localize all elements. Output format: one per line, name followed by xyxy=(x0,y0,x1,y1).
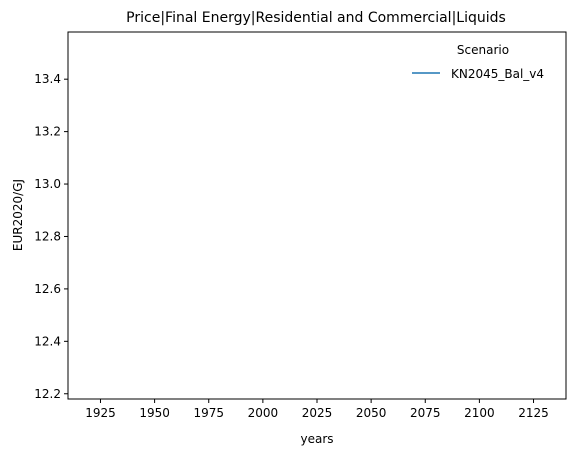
y-tick-label: 12.8 xyxy=(34,229,61,243)
x-tick-label: 2075 xyxy=(410,406,441,420)
y-tick-label: 13.0 xyxy=(34,177,61,191)
y-tick-label: 12.2 xyxy=(34,387,61,401)
x-tick-label: 1975 xyxy=(193,406,224,420)
legend-entry-label: KN2045_Bal_v4 xyxy=(451,67,544,81)
x-tick-label: 2100 xyxy=(464,406,495,420)
x-tick-label: 1925 xyxy=(85,406,116,420)
legend: Scenario KN2045_Bal_v4 xyxy=(412,43,544,81)
x-tick-label: 2000 xyxy=(248,406,279,420)
y-axis-label: EUR2020/GJ xyxy=(11,179,25,251)
plot-area xyxy=(67,31,567,400)
x-tick-label: 2050 xyxy=(356,406,387,420)
x-axis: 1925 1950 1975 2000 2025 2050 2075 2100 2125 xyxy=(85,399,549,420)
x-axis-label: years xyxy=(300,432,333,446)
x-tick-label: 2125 xyxy=(518,406,549,420)
y-tick-label: 13.4 xyxy=(34,72,61,86)
y-tick-label: 12.6 xyxy=(34,282,61,296)
y-tick-label: 13.2 xyxy=(34,125,61,139)
x-tick-label: 1950 xyxy=(139,406,170,420)
legend-title: Scenario xyxy=(457,43,509,57)
x-tick-label: 2025 xyxy=(302,406,333,420)
y-axis: 12.2 12.4 12.6 12.8 13.0 13.2 13.4 xyxy=(34,72,68,401)
chart-title: Price|Final Energy|Residential and Comme… xyxy=(126,10,506,26)
y-tick-label: 12.4 xyxy=(34,334,61,348)
